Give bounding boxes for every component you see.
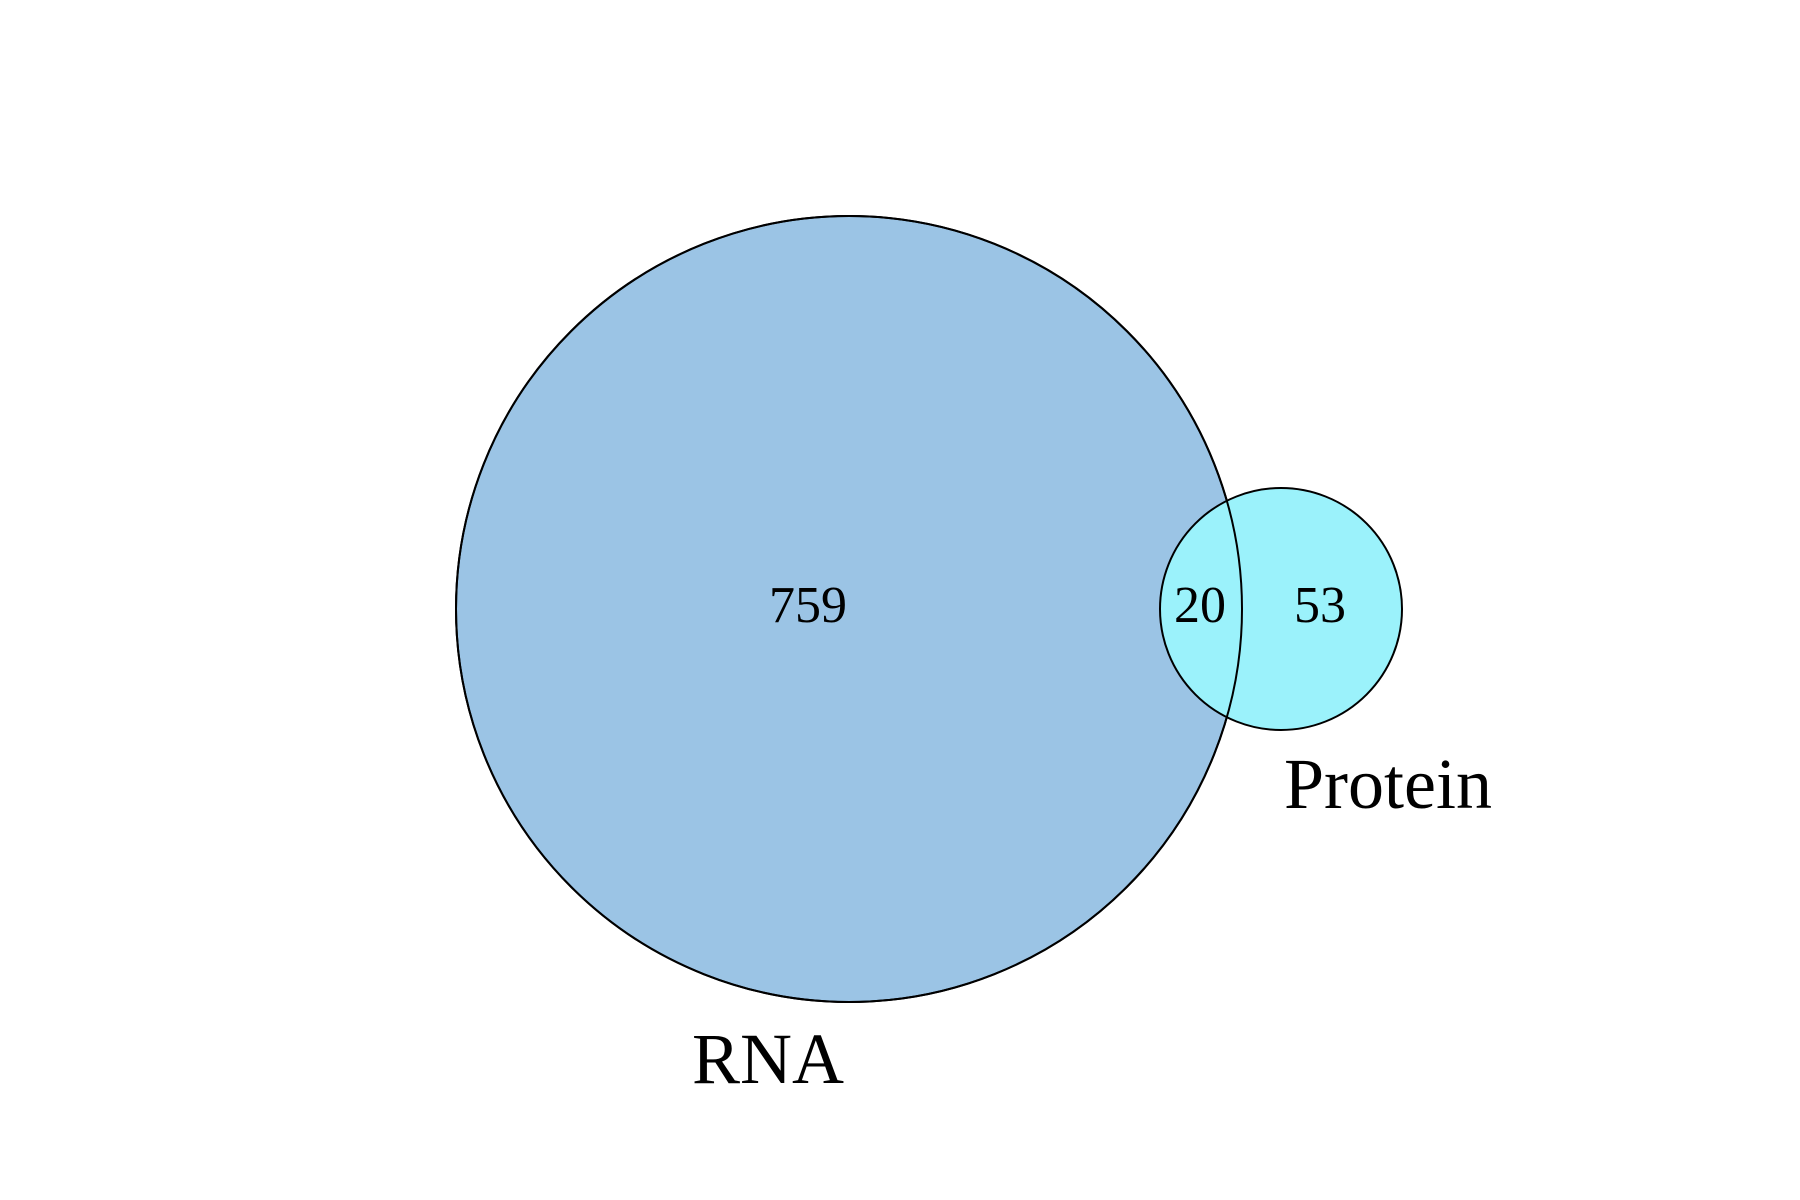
intersection-count: 20	[1174, 577, 1226, 634]
protein-only-count: 53	[1294, 577, 1346, 634]
rna-set-circle	[455, 215, 1243, 1003]
rna-set-label: RNA	[692, 1019, 844, 1099]
protein-set-circle	[1159, 487, 1403, 731]
rna-only-count: 759	[769, 577, 847, 634]
rna-set-outline	[455, 215, 1243, 1003]
protein-set-label: Protein	[1284, 744, 1492, 824]
